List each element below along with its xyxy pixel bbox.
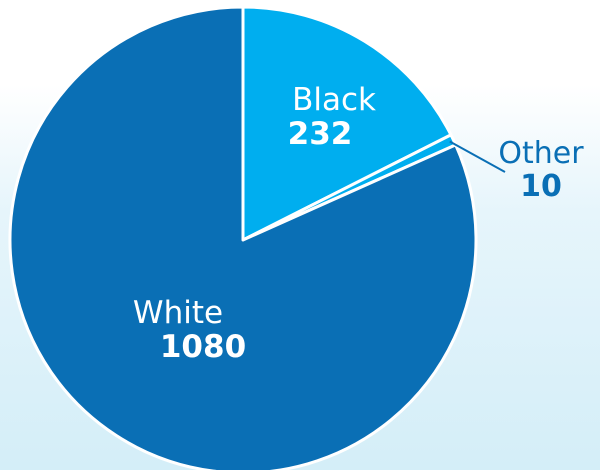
pie-slice-white <box>8 5 478 470</box>
slice-value-other: 10 <box>520 169 562 204</box>
slice-label-black: Black <box>292 82 376 118</box>
slice-label-other: Other <box>498 136 584 171</box>
leader-line-other <box>449 140 506 173</box>
slice-label-white: White <box>133 295 223 331</box>
pie-slices <box>8 5 478 470</box>
slice-value-black: 232 <box>288 116 353 152</box>
pie-slice-black <box>241 5 453 242</box>
slice-value-white: 1080 <box>160 329 246 365</box>
leader-lines <box>449 140 506 173</box>
